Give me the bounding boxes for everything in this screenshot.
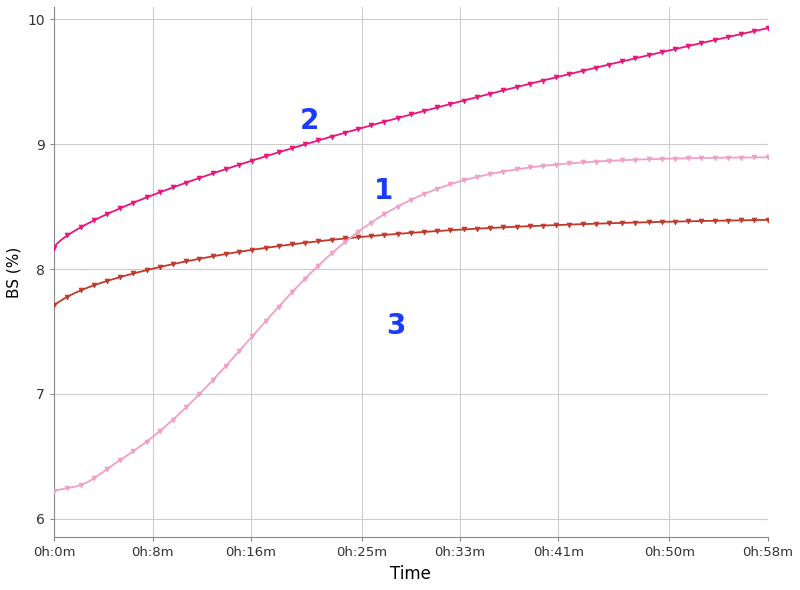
Text: 2: 2 <box>300 107 319 135</box>
Text: 1: 1 <box>374 177 394 205</box>
X-axis label: Time: Time <box>390 565 431 583</box>
Y-axis label: BS (%): BS (%) <box>7 247 22 298</box>
Text: 3: 3 <box>386 312 406 340</box>
